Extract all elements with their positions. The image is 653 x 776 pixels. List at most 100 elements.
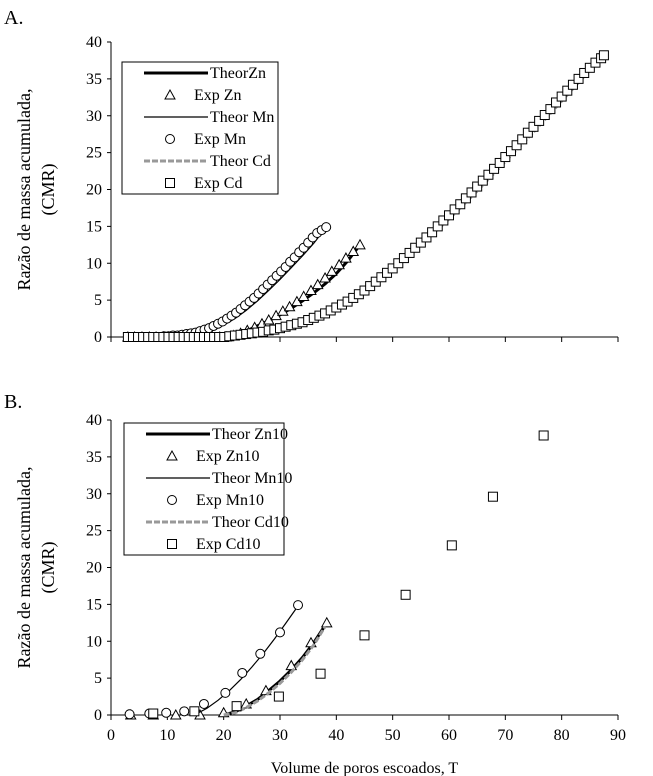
panel-a-data-point [460, 193, 471, 204]
panel-b-legend-label: Exp Zn10 [196, 448, 260, 465]
panel-a-data-point [321, 222, 332, 233]
panel-b-data-point [285, 659, 298, 671]
panel-a-data-point [432, 221, 443, 232]
panel-a-data-point [410, 242, 421, 253]
panel-b-x-tick-label: 0 [107, 727, 115, 744]
panel-a-legend-label: Exp Zn [194, 87, 242, 104]
panel-b-y-tick-label: 40 [86, 412, 102, 429]
panel-a-data-point [562, 85, 573, 96]
panel-b-x-tick-label: 20 [216, 727, 232, 744]
panel-a-data-point [340, 252, 352, 263]
panel-b-data-point [179, 706, 190, 717]
panel-a-data-point [539, 110, 550, 121]
panel-a-legend-label: Exp Mn [194, 131, 246, 148]
panel-a-y-tick-label: 0 [94, 329, 102, 346]
panel-b-x-tick-label: 70 [497, 727, 513, 744]
panel-a-data-point [283, 300, 296, 312]
panel-a-data-point [354, 238, 366, 250]
panel-b-data-point [275, 627, 285, 638]
panel-a-legend-label: Exp Cd [194, 175, 242, 192]
panel-b-legend-marker-swatch [167, 495, 177, 505]
panel-b-x-tick-label: 80 [554, 727, 570, 744]
panel-b-y-tick-label: 25 [86, 523, 102, 540]
panel-a-y-tick-label: 10 [86, 255, 102, 272]
panel-b-x-tick-label: 40 [328, 727, 344, 744]
panel-a-data-point [505, 146, 516, 157]
panel-b-x-tick-label: 50 [385, 727, 401, 744]
panel-b-x-tick-label: 90 [610, 727, 626, 744]
panel-a-data-point [291, 295, 303, 307]
panel-b-data-point [220, 687, 231, 698]
panel-b-data-point [446, 540, 457, 551]
panel-a-data-point [305, 284, 317, 296]
panel-a-data-point [444, 210, 454, 221]
panel-a-y-axis-label: (CMR) [38, 163, 59, 215]
panel-b-legend-box [123, 422, 285, 556]
panel-b-data-point [315, 668, 326, 679]
panel-b-data-point [237, 667, 248, 678]
panel-a-data-point [427, 227, 438, 238]
panel-a-theory-line [229, 54, 605, 339]
panel-a-y-tick-label: 40 [86, 34, 102, 51]
panel-a-data-point [421, 232, 432, 243]
panel-a-data-point [438, 215, 449, 226]
panel-a-data-point [483, 169, 494, 180]
panel-b-data-point [400, 589, 411, 600]
panel-a-data-point [528, 121, 539, 132]
panel-b-data-point [487, 491, 498, 502]
panel-b-y-tick-label: 10 [86, 633, 102, 650]
panel-a-y-tick-label: 15 [86, 218, 102, 235]
chart-panel-a: 0 5 10 15 20 25 30 35 40 Razão de massa acumulada… [14, 34, 619, 346]
panel-a-data-point [455, 199, 466, 210]
panel-a-series-exp-cd [122, 50, 609, 342]
panel-a-data-point [404, 247, 415, 258]
panel-a-y-tick-label: 20 [86, 182, 102, 199]
panel-a-legend-marker-swatch [165, 134, 175, 144]
panel-b-data-point [231, 701, 242, 712]
panel-b-data-point [255, 648, 266, 659]
panel-a-legend-label: Theor Cd [210, 153, 271, 170]
panel-a-data-point [567, 79, 578, 90]
panel-a-y-tick-label: 35 [86, 71, 102, 88]
panel-a-y-tick-label: 25 [86, 145, 102, 162]
panel-a-data-point [393, 258, 404, 269]
panel-a-y-tick-label: 30 [86, 108, 102, 125]
panel-a-legend-label: Theor Mn [210, 109, 274, 126]
panel-b-data-point [538, 430, 549, 441]
panel-b-data-point [320, 616, 333, 628]
panel-a-data-point [573, 73, 584, 84]
panel-b-series-exp-zn10 [124, 616, 333, 720]
panel-b-data-point [161, 707, 172, 718]
panel-a-data-point [579, 67, 590, 78]
panel-b-legend-marker-swatch [167, 539, 177, 549]
panel-a-data-point [325, 265, 338, 276]
panel-a-data-point [472, 181, 483, 192]
panel-a-data-point [415, 237, 426, 248]
panel-b-y-tick-label: 15 [86, 596, 102, 613]
panel-a-series-theor-cd [229, 54, 605, 339]
panel-b-series-exp-cd10 [148, 430, 549, 719]
panel-b-data-point [293, 600, 304, 611]
panel-a-data-point [387, 263, 398, 274]
panel-a-data-point [551, 97, 562, 108]
panel-a-data-point [333, 258, 345, 270]
panel-a-data-point [598, 50, 609, 61]
panel-a-data-point [545, 104, 556, 115]
panel-a-data-point [500, 152, 511, 163]
panel-b-y-axis-label: Razão de massa acumulada, [14, 467, 34, 669]
panel-b-legend-label: Theor Cd10 [212, 514, 289, 531]
panel-a-legend-marker-swatch [165, 178, 175, 188]
panel-a-label: A. [4, 7, 23, 29]
panel-a-data-point [449, 204, 460, 215]
panel-b-legend-marker-swatch [166, 449, 178, 461]
panel-b-x-tick-label: 10 [159, 727, 175, 744]
panel-b-x-tick-label: 60 [441, 727, 457, 744]
panel-a-data-point [319, 271, 331, 283]
chart-panel-b: 0 5 10 15 20 25 30 35 40 0 10 20 30 40 50 60 70 80 90 Razão… [14, 412, 626, 776]
panel-b-legend-label: Theor Mn10 [212, 470, 292, 487]
panel-a-data-point [517, 134, 528, 145]
panel-b-series-exp-mn10 [124, 600, 304, 720]
panel-b-legend-label: Exp Cd10 [196, 536, 260, 553]
panel-a-data-point [556, 91, 567, 102]
